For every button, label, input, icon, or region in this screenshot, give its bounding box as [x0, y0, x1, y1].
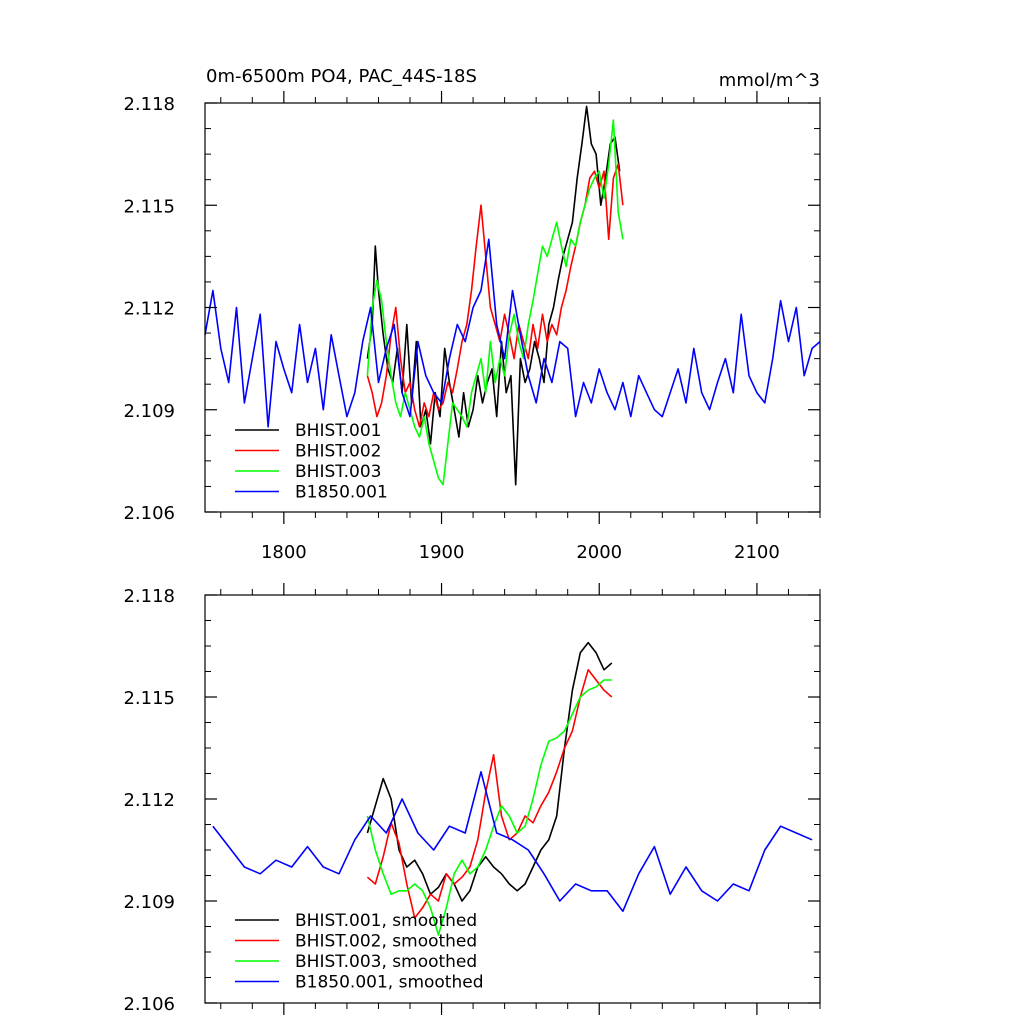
y-tick-label: 2.112	[123, 790, 175, 811]
x-tick-label: 1900	[419, 542, 465, 563]
x-tick-label: 2000	[576, 542, 622, 563]
chart-title: 0m-6500m PO4, PAC_44S-18S	[206, 66, 477, 87]
legend-label: BHIST.002, smoothed	[295, 932, 477, 952]
legend-label: BHIST.003, smoothed	[295, 952, 477, 972]
legend-label: BHIST.001	[295, 421, 381, 441]
upper-plot-panel: 0m-6500m PO4, PAC_44S-18S mmol/m^3 2.106…	[123, 66, 821, 563]
y-tick-label: 2.109	[123, 401, 175, 422]
x-tick-label: 1800	[261, 542, 307, 563]
legend-label: BHIST.001, smoothed	[295, 911, 477, 931]
units-label: mmol/m^3	[719, 70, 820, 91]
series-line-1	[366, 641, 613, 902]
legend-label: BHIST.002	[295, 442, 381, 462]
series-line-4	[212, 771, 813, 912]
upper-axes-layer: 2.106 2.109 2.112 2.115 2.118 1800 1900 2000 210…	[123, 91, 821, 563]
y-tick-label: 2.118	[123, 94, 175, 115]
lower-plot-panel: 2.106 2.109 2.112 2.115 2.118 BHIST.001, smo…	[123, 583, 821, 1015]
legend-label: B1850.001, smoothed	[295, 973, 484, 993]
upper-series-layer	[204, 105, 821, 486]
y-tick-label: 2.115	[123, 196, 175, 217]
y-tick-label: 2.112	[123, 299, 175, 320]
legend-label: B1850.001	[295, 483, 388, 503]
series-line-3	[366, 679, 612, 936]
lower-axes-layer: 2.106 2.109 2.112 2.115 2.118	[123, 583, 821, 1015]
series-line-1	[366, 105, 621, 486]
y-tick-label: 2.106	[123, 994, 175, 1015]
series-line-4	[204, 238, 821, 428]
legend-label: BHIST.003	[295, 462, 381, 482]
y-tick-label: 2.118	[123, 586, 175, 607]
lower-series-layer	[212, 641, 813, 936]
y-tick-label: 2.115	[123, 688, 175, 709]
y-tick-label: 2.106	[123, 503, 175, 524]
y-tick-label: 2.109	[123, 892, 175, 913]
x-tick-label: 2100	[734, 542, 780, 563]
